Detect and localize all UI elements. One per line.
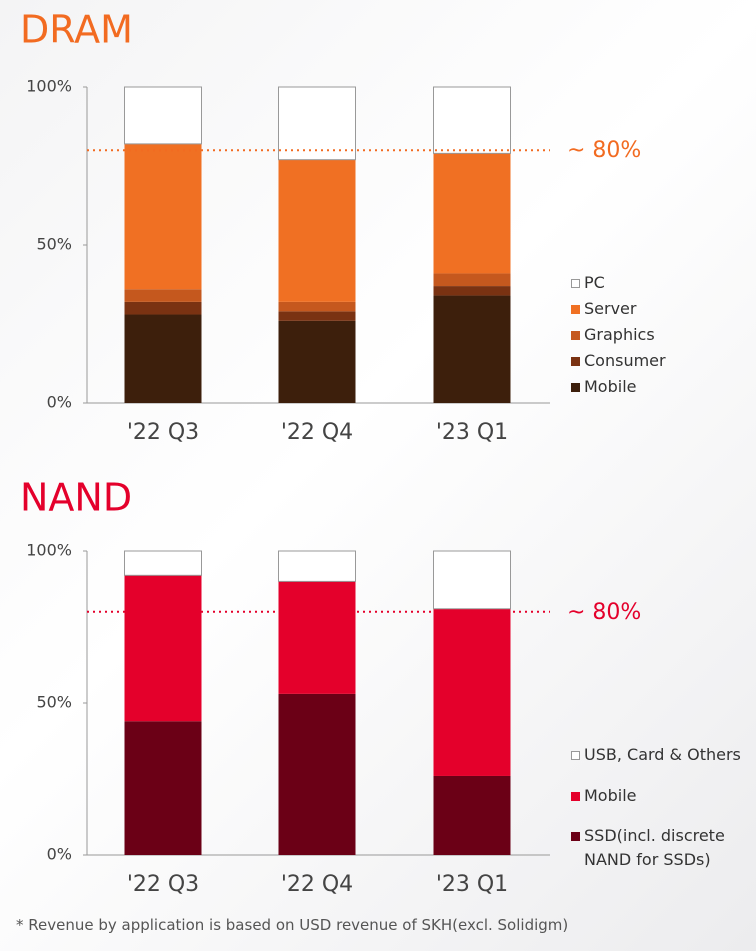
y-tick-label: 100%	[26, 541, 72, 560]
legend-label: Mobile	[584, 786, 637, 805]
bar-segment	[124, 550, 202, 576]
legend-label: Consumer	[584, 351, 666, 370]
legend-item: Consumer	[571, 349, 746, 373]
bar-segment	[124, 314, 202, 403]
legend-item: Server	[571, 297, 746, 321]
y-tick-label: 50%	[36, 693, 72, 712]
bar-segment	[433, 550, 511, 610]
legend-item: PC	[571, 271, 746, 295]
bar-segment	[278, 159, 356, 302]
chart-title: NAND	[20, 476, 132, 520]
legend-swatch	[571, 357, 580, 366]
legend-swatch	[571, 383, 580, 392]
x-tick-label: '22 Q3	[127, 420, 199, 445]
bar-segment	[124, 301, 202, 315]
y-tick-label: 0%	[47, 845, 72, 864]
legend-item: SSD(incl. discrete NAND for SSDs)	[571, 824, 746, 872]
legend-swatch	[571, 331, 580, 340]
x-tick-label: '23 Q1	[436, 872, 508, 897]
y-tick-label: 0%	[47, 393, 72, 412]
bar-segment	[433, 608, 511, 776]
legend-item: Mobile	[571, 375, 746, 399]
bar-segment	[278, 581, 356, 694]
bar-segment	[278, 550, 356, 582]
legend-label: Server	[584, 299, 637, 318]
legend-item: Mobile	[571, 784, 746, 808]
legend-item: USB, Card & Others	[571, 743, 746, 767]
bar-segment	[124, 289, 202, 302]
legend-label: Mobile	[584, 377, 637, 396]
legend-swatch	[571, 832, 580, 841]
reference-label: ~ 80%	[567, 138, 641, 163]
bar-segment	[124, 143, 202, 290]
bar-segment	[278, 86, 356, 161]
legend-label: USB, Card & Others	[584, 745, 741, 764]
bar-segment	[433, 286, 511, 296]
legend-label: Graphics	[584, 325, 655, 344]
bar-segment	[433, 295, 511, 403]
bar-segment	[278, 693, 356, 855]
legend-item: Graphics	[571, 323, 746, 347]
bar-segment	[433, 273, 511, 287]
legend-label: PC	[584, 273, 605, 292]
bar-segment	[433, 775, 511, 855]
x-tick-label: '22 Q4	[281, 872, 353, 897]
footnote: * Revenue by application is based on USD…	[16, 916, 569, 934]
bar-segment	[278, 301, 356, 312]
y-tick-label: 100%	[26, 77, 72, 96]
bar-segment	[433, 86, 511, 154]
bar-segment	[124, 86, 202, 145]
bar-segment	[433, 153, 511, 274]
x-tick-label: '22 Q3	[127, 872, 199, 897]
legend-swatch	[571, 279, 580, 288]
legend-swatch	[571, 751, 580, 760]
bar-segment	[278, 320, 356, 403]
bar-segment	[124, 721, 202, 855]
legend-label: SSD(incl. discrete NAND for SSDs)	[584, 826, 725, 869]
legend-swatch	[571, 792, 580, 801]
bar-segment	[124, 575, 202, 722]
legend-swatch	[571, 305, 580, 314]
chart-title: DRAM	[20, 8, 133, 52]
y-tick-label: 50%	[36, 235, 72, 254]
x-tick-label: '23 Q1	[436, 420, 508, 445]
x-tick-label: '22 Q4	[281, 420, 353, 445]
reference-label: ~ 80%	[567, 600, 641, 625]
bar-segment	[278, 311, 356, 321]
